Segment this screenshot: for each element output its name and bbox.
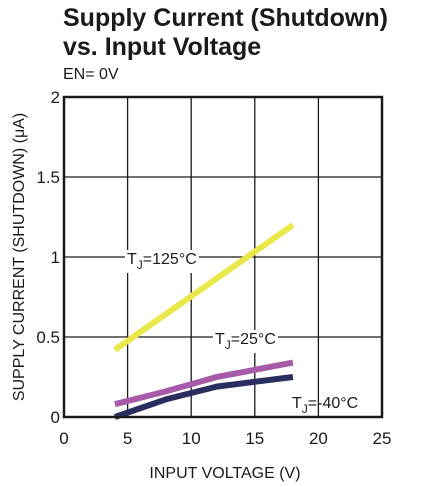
grid-lines xyxy=(64,97,382,417)
x-tick-label: 20 xyxy=(309,429,328,448)
series-label: TJ=25°C xyxy=(213,330,278,353)
y-tick-label: 0.5 xyxy=(36,328,60,347)
series-label-text: TJ=-40°C xyxy=(292,395,358,416)
x-tick-label: 5 xyxy=(123,429,132,448)
series-line xyxy=(113,374,294,420)
y-tick-label: 1 xyxy=(51,248,60,267)
plot-frame xyxy=(62,95,384,419)
y-tick-label: 0 xyxy=(51,408,60,427)
x-tick-labels: 0 5 10 15 20 25 xyxy=(59,429,391,448)
chart-title-line2: vs. Input Voltage xyxy=(63,33,262,61)
x-tick-label: 15 xyxy=(245,429,264,448)
x-tick-label: 0 xyxy=(59,429,68,448)
series-label-text: TJ=125°C xyxy=(127,251,197,272)
chart-subtitle: EN= 0V xyxy=(63,66,119,83)
series-line xyxy=(113,222,295,353)
x-axis-label: INPUT VOLTAGE (V) xyxy=(149,465,300,482)
series-label-background xyxy=(213,330,278,353)
series-label-background xyxy=(125,250,199,273)
series-label-text: TJ=25°C xyxy=(215,331,276,352)
y-tick-labels: 0 0.5 1 1.5 2 xyxy=(36,88,60,427)
y-tick-label: 2 xyxy=(51,88,60,107)
series-label: TJ=-40°C xyxy=(292,395,358,416)
x-tick-label: 10 xyxy=(182,429,201,448)
y-axis-label: SUPPLY CURRENT (SHUTDOWN) (μA) xyxy=(11,113,28,401)
x-tick-label: 25 xyxy=(373,429,392,448)
series-label: TJ=125°C xyxy=(125,250,199,273)
data-series xyxy=(113,222,295,420)
y-tick-label: 1.5 xyxy=(36,168,60,187)
chart-title: Supply Current (Shutdown) vs. Input Volt… xyxy=(63,4,388,62)
series-line xyxy=(114,359,294,408)
chart-title-line1: Supply Current (Shutdown) xyxy=(63,4,388,32)
series-labels: TJ=125°C TJ=25°C TJ=-40°C xyxy=(125,250,358,416)
